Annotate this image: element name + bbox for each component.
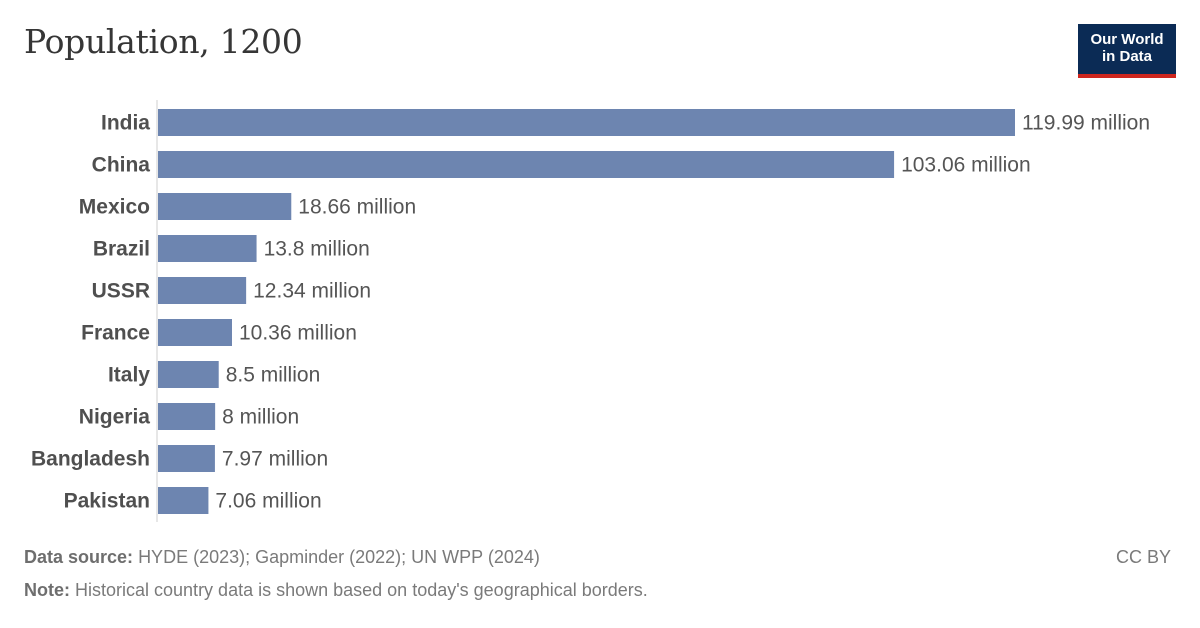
value-label: 7.06 million [215, 490, 321, 513]
bar[interactable] [158, 319, 232, 346]
category-label: France [81, 322, 150, 345]
category-label: Brazil [93, 238, 150, 261]
bar-row-nigeria[interactable]: Nigeria 8 million [79, 403, 299, 430]
category-label: Bangladesh [31, 448, 150, 471]
value-label: 10.36 million [239, 322, 357, 345]
category-label: Pakistan [64, 490, 150, 513]
value-label: 18.66 million [298, 196, 416, 219]
note-label: Note: [24, 580, 70, 600]
data-source-label: Data source: [24, 547, 134, 567]
category-label: China [92, 154, 151, 177]
logo-line-2: in Data [1101, 48, 1152, 65]
value-label: 12.34 million [253, 280, 371, 303]
owid-logo[interactable]: Our World in Data [1078, 24, 1176, 78]
value-label: 119.99 million [1022, 112, 1150, 135]
note-text: Historical country data is shown based o… [75, 580, 648, 600]
bar[interactable] [158, 277, 247, 304]
category-label: Nigeria [79, 406, 151, 429]
bar-row-pakistan[interactable]: Pakistan 7.06 million [64, 487, 322, 514]
bar-row-bangladesh[interactable]: Bangladesh 7.97 million [31, 445, 328, 472]
value-label: 8 million [222, 406, 299, 429]
bar-row-india[interactable]: India 119.99 million [101, 109, 1150, 136]
bar[interactable] [158, 193, 292, 220]
bar-row-ussr[interactable]: USSR 12.34 million [92, 277, 371, 304]
bar[interactable] [158, 109, 1015, 136]
value-label: 7.97 million [222, 448, 328, 471]
value-label: 103.06 million [901, 154, 1031, 177]
data-source: Data source: HYDE (2023); Gapminder (202… [24, 547, 540, 568]
logo-line-1: Our World [1090, 31, 1164, 48]
chart-note: Note: Historical country data is shown b… [24, 580, 648, 601]
bar-chart: India 119.99 million China 103.06 million Me… [31, 100, 1150, 522]
bar[interactable] [158, 445, 215, 472]
category-label: Mexico [79, 196, 150, 219]
license-link[interactable]: CC BY [1115, 547, 1171, 567]
value-label: 8.5 million [226, 364, 321, 387]
data-source-text: HYDE (2023); Gapminder (2022); UN WPP (2… [138, 547, 540, 567]
chart-title: Population, 1200 [24, 22, 303, 61]
category-label: Italy [108, 364, 150, 387]
bar[interactable] [158, 361, 219, 388]
bar[interactable] [158, 403, 216, 430]
bar-row-italy[interactable]: Italy 8.5 million [108, 361, 320, 388]
bar-row-brazil[interactable]: Brazil 13.8 million [93, 235, 370, 262]
value-label: 13.8 million [264, 238, 370, 261]
bar-row-mexico[interactable]: Mexico 18.66 million [79, 193, 416, 220]
category-label: USSR [92, 280, 150, 303]
category-label: India [101, 112, 150, 135]
bar[interactable] [158, 151, 895, 178]
bar[interactable] [158, 487, 209, 514]
bar[interactable] [158, 235, 257, 262]
bar-row-france[interactable]: France 10.36 million [81, 319, 357, 346]
bar-row-china[interactable]: China 103.06 million [92, 151, 1031, 178]
